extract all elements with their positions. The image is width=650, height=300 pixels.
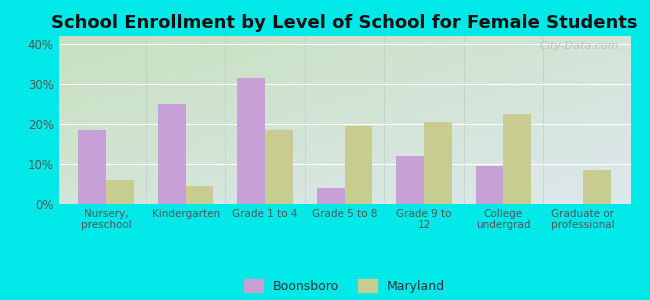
Title: School Enrollment by Level of School for Female Students: School Enrollment by Level of School for…: [51, 14, 638, 32]
Bar: [344, 126, 372, 204]
Bar: [424, 122, 452, 204]
Bar: [106, 180, 134, 204]
Bar: [503, 114, 531, 204]
Bar: [317, 188, 345, 204]
Text: City-Data.com: City-Data.com: [540, 41, 619, 51]
Bar: [186, 186, 213, 204]
Bar: [476, 166, 503, 204]
Bar: [583, 170, 610, 204]
Legend: Boonsboro, Maryland: Boonsboro, Maryland: [239, 274, 450, 298]
Bar: [158, 104, 186, 204]
Bar: [237, 78, 265, 204]
Bar: [79, 130, 106, 204]
Bar: [265, 130, 293, 204]
Bar: [396, 156, 424, 204]
